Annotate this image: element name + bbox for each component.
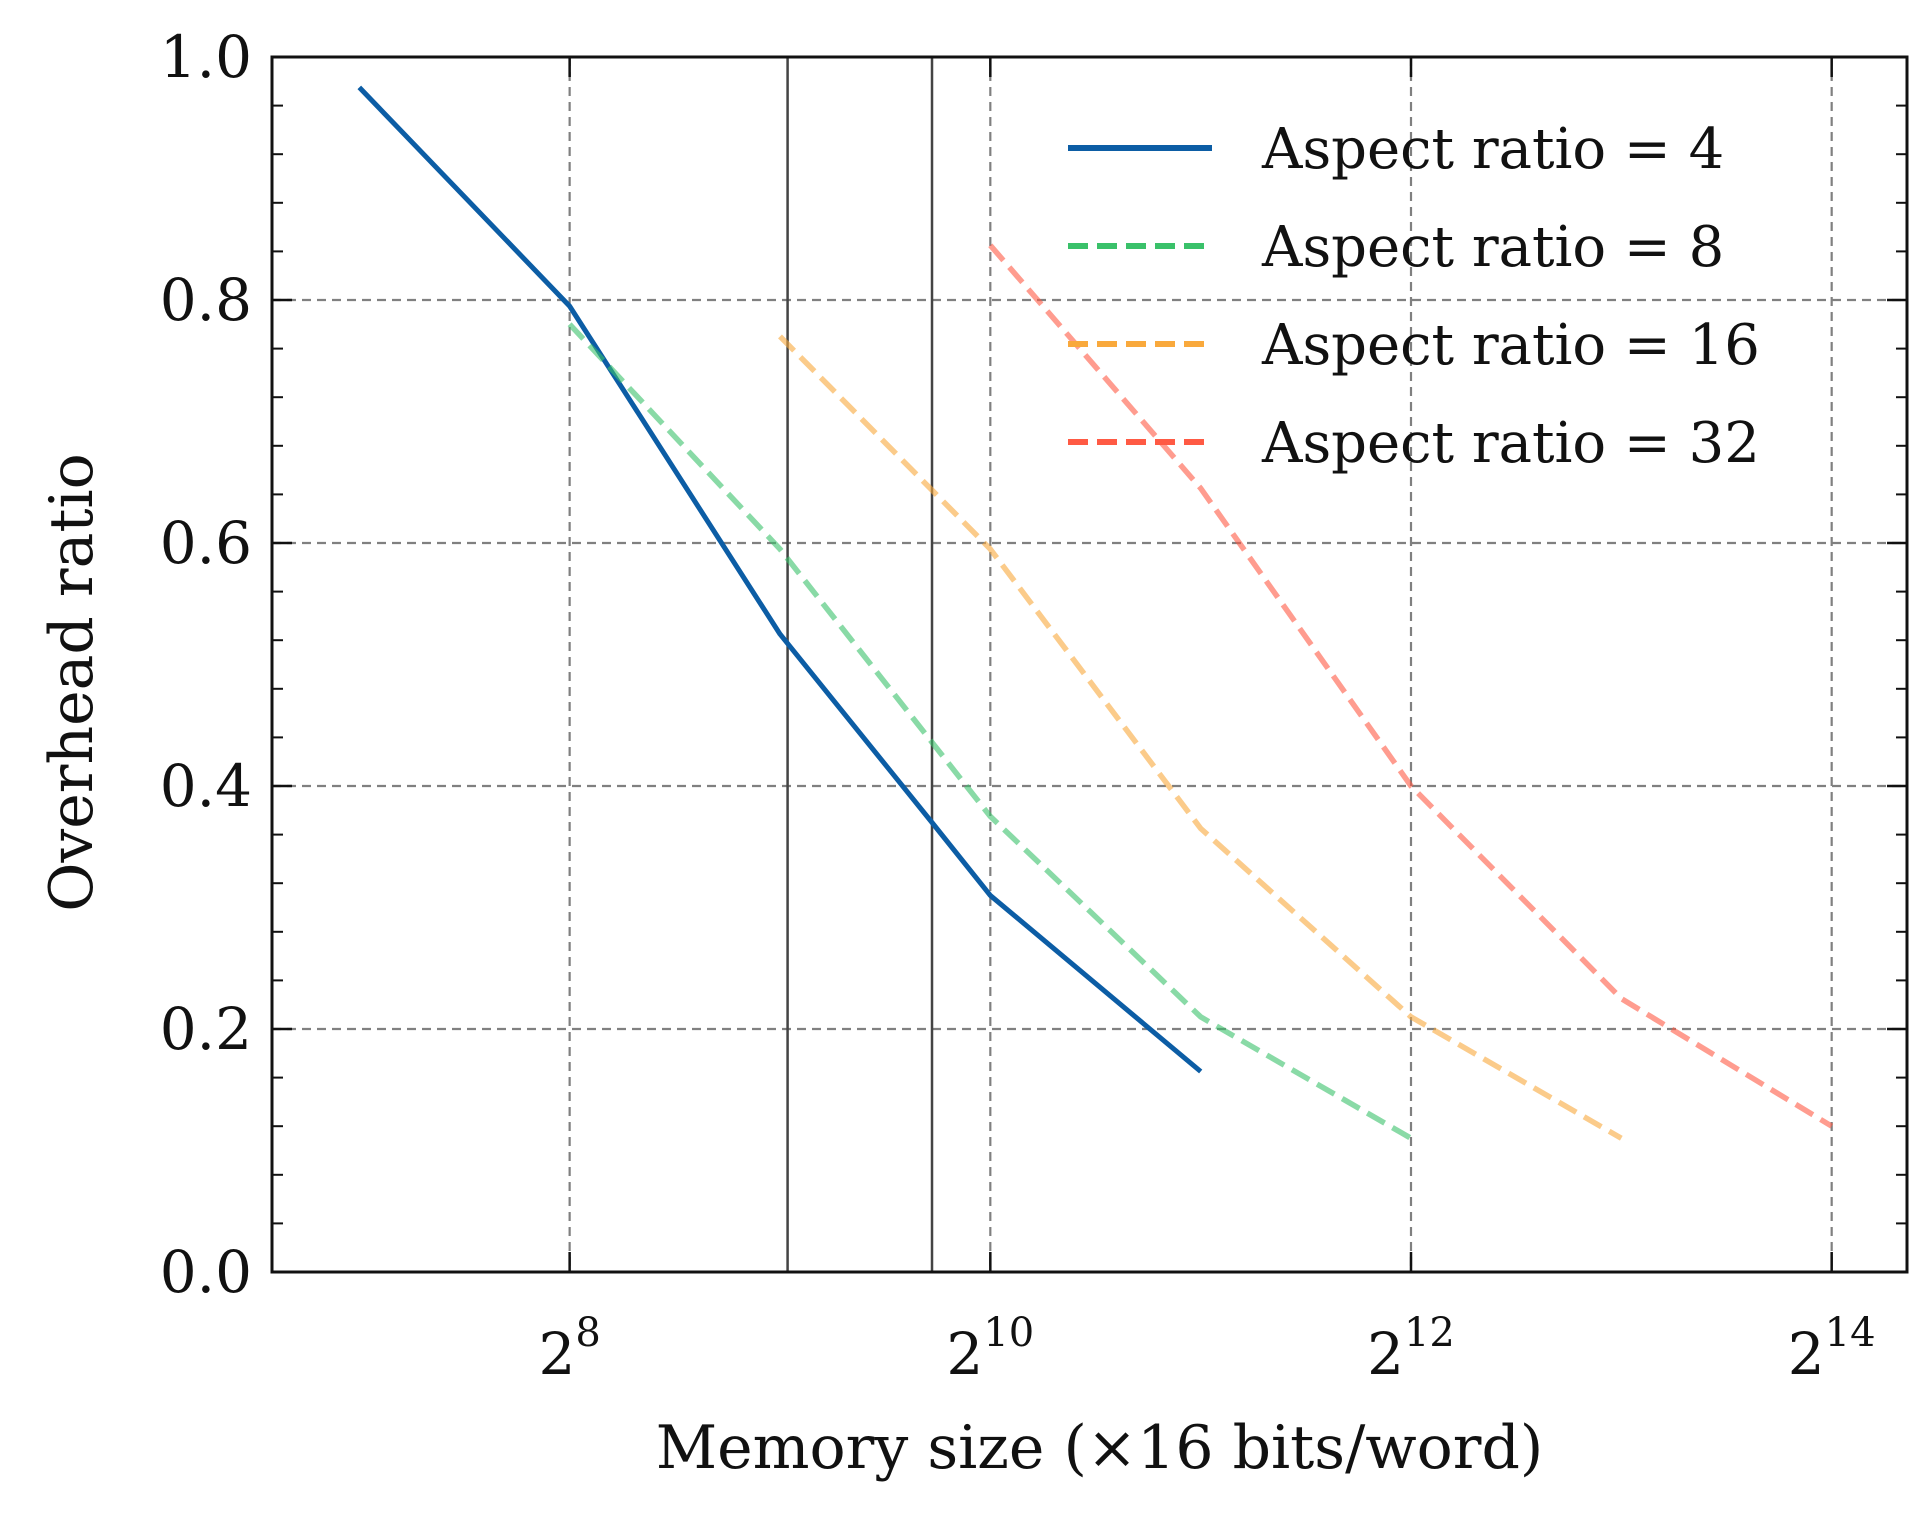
x-tick-base: 2 <box>538 1320 575 1388</box>
y-tick-label: 0.8 <box>160 266 252 334</box>
y-tick-label: 1.0 <box>160 23 252 91</box>
y-tick-label: 0.4 <box>160 752 252 820</box>
legend-label: Aspect ratio = 16 <box>1261 313 1760 378</box>
x-axis-label: Memory size (×16 bits/word) <box>656 1413 1544 1483</box>
x-tick-exponent: 10 <box>983 1310 1034 1356</box>
tick-labels-layer: 0.00.20.40.60.81.028 210 212 214 <box>160 23 1876 1388</box>
series-line-aspect-4 <box>988 243 1834 1129</box>
legend-label: Aspect ratio = 8 <box>1261 215 1724 280</box>
series-line-aspect-2 <box>567 322 1413 1141</box>
plot-frame <box>270 55 1909 1274</box>
x-tick-exponent: 14 <box>1825 1310 1876 1356</box>
legend: Aspect ratio = 4 Aspect ratio = 8 Aspect r… <box>1068 117 1760 476</box>
legend-label: Aspect ratio = 4 <box>1261 117 1724 182</box>
y-tick-label: 0.0 <box>160 1238 252 1306</box>
x-tick-base: 2 <box>1788 1320 1825 1388</box>
y-tick-label: 0.2 <box>160 995 252 1063</box>
x-tick-exponent: 8 <box>575 1310 600 1356</box>
vertical-lines-layer <box>786 57 934 1272</box>
series-line-aspect-3 <box>778 334 1623 1141</box>
x-tick-label: 28 <box>538 1310 600 1388</box>
tick-marks-layer <box>272 55 1907 1274</box>
x-tick-base: 2 <box>946 1320 983 1388</box>
y-tick-label: 0.6 <box>160 509 252 577</box>
x-tick-exponent: 12 <box>1404 1310 1455 1356</box>
legend-label: Aspect ratio = 32 <box>1261 411 1760 476</box>
x-tick-label: 210 <box>946 1310 1034 1388</box>
series-line-aspect-1 <box>357 85 1203 1074</box>
x-tick-label: 214 <box>1788 1310 1876 1388</box>
x-tick-base: 2 <box>1367 1320 1404 1388</box>
series-layer <box>357 85 1834 1141</box>
grid-layer <box>272 57 1907 1272</box>
x-tick-label: 212 <box>1367 1310 1455 1388</box>
y-axis-label: Overhead ratio <box>37 453 107 912</box>
